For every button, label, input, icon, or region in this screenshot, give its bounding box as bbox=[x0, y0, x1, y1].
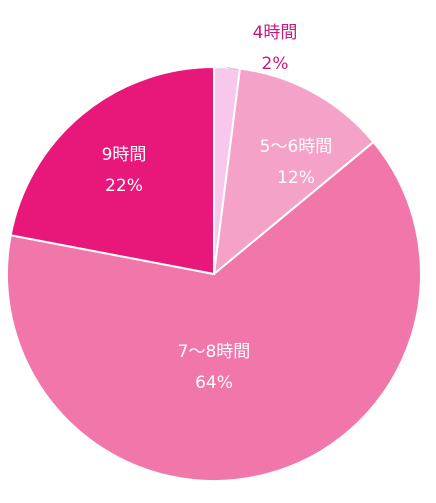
slice-value-label: 12% bbox=[277, 168, 315, 188]
slice-value-label: 2% bbox=[262, 54, 289, 74]
slice-label: 7〜8時間 bbox=[178, 342, 251, 362]
pie-slice bbox=[212, 67, 375, 277]
slice-value-label: 22% bbox=[105, 176, 143, 196]
pie-slice bbox=[6, 140, 422, 482]
slice-label: 4時間 bbox=[253, 23, 298, 43]
pie-slice bbox=[9, 65, 215, 276]
slice-label: 5〜6時間 bbox=[260, 137, 333, 157]
slice-value-label: 64% bbox=[195, 373, 233, 393]
slice-label: 9時間 bbox=[102, 145, 147, 165]
